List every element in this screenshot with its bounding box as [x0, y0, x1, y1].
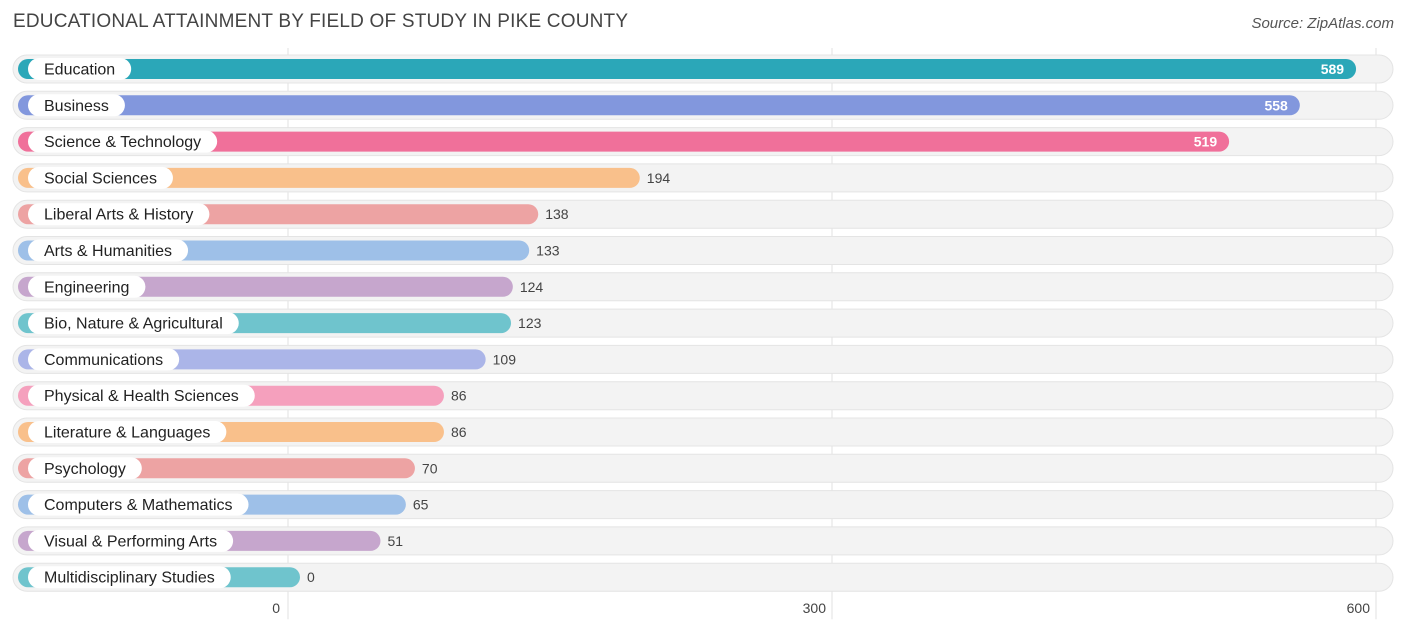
x-tick-label: 300 — [803, 600, 827, 616]
category-label: Social Sciences — [44, 170, 157, 187]
category-label: Multidisciplinary Studies — [44, 570, 215, 587]
bar-row-3: Social Sciences 194 — [12, 163, 1394, 193]
value-label: 558 — [1264, 97, 1288, 113]
bar — [18, 59, 1357, 79]
category-label: Visual & Performing Arts — [44, 533, 217, 550]
category-label: Literature & Languages — [44, 425, 210, 442]
x-tick-label: 0 — [272, 600, 280, 616]
label-pill — [28, 348, 180, 371]
label-pill — [28, 239, 189, 262]
category-label: Business — [44, 98, 109, 115]
bar-track — [12, 562, 1394, 592]
label-pill — [28, 529, 234, 552]
value-label: 124 — [520, 279, 544, 295]
category-label: Psychology — [44, 461, 126, 478]
category-label: Communications — [44, 352, 163, 369]
value-label: 0 — [307, 569, 315, 585]
x-tick-label: 600 — [1347, 600, 1371, 616]
bar-row-4: Liberal Arts & History 138 — [12, 199, 1394, 229]
category-label: Computers & Mathematics — [44, 497, 233, 514]
label-pill — [28, 421, 227, 443]
bar-row-12: Computers & Mathematics 65 — [12, 490, 1394, 520]
label-pill — [28, 566, 231, 589]
value-label: 51 — [387, 533, 403, 549]
label-pill — [28, 94, 125, 117]
label-pill — [28, 384, 255, 407]
label-pill — [28, 493, 249, 516]
bar-row-7: Bio, Nature & Agricultural 123 — [12, 308, 1394, 338]
label-pill — [28, 203, 210, 226]
label-pill — [28, 130, 218, 153]
value-label: 109 — [493, 351, 517, 367]
category-label: Education — [44, 62, 115, 79]
bar-row-1: Business 558 — [12, 90, 1394, 120]
value-label: 194 — [647, 170, 671, 186]
bar — [18, 167, 640, 188]
bar — [18, 95, 1300, 116]
category-label: Liberal Arts & History — [44, 207, 193, 224]
category-label: Physical & Health Sciences — [44, 388, 239, 405]
label-pill — [28, 275, 146, 298]
label-pill — [28, 312, 239, 335]
category-label: Arts & Humanities — [44, 243, 172, 260]
value-label: 133 — [536, 243, 560, 259]
bar-row-6: Engineering 124 — [12, 272, 1394, 302]
bar-row-2: Science & Technology 519 — [12, 127, 1394, 157]
bar — [18, 131, 1230, 152]
bar-row-0: Education 589 — [12, 54, 1394, 84]
label-pill — [28, 166, 173, 189]
value-label: 138 — [545, 206, 569, 222]
label-pill — [28, 58, 132, 80]
bar-row-5: Arts & Humanities 133 — [12, 236, 1394, 265]
bar-row-8: Communications 109 — [12, 344, 1394, 374]
bar-row-11: Psychology 70 — [12, 453, 1394, 483]
value-label: 123 — [518, 315, 542, 331]
value-label: 519 — [1194, 134, 1218, 150]
value-label: 70 — [422, 460, 438, 476]
label-pill — [28, 457, 142, 480]
category-label: Bio, Nature & Agricultural — [44, 316, 223, 333]
category-label: Science & Technology — [44, 134, 201, 151]
value-label: 86 — [451, 424, 467, 440]
value-label: 589 — [1321, 61, 1345, 77]
value-label: 65 — [413, 497, 429, 513]
bar-row-14: Multidisciplinary Studies 0 — [12, 562, 1394, 592]
source-label: Source: ZipAtlas.com — [1251, 15, 1394, 32]
bar-row-10: Literature & Languages 86 — [12, 417, 1394, 447]
bar-row-9: Physical & Health Sciences 86 — [12, 381, 1394, 411]
category-label: Engineering — [44, 279, 129, 296]
chart-title: EDUCATIONAL ATTAINMENT BY FIELD OF STUDY… — [13, 11, 629, 32]
value-label: 86 — [451, 388, 467, 404]
bar-row-13: Visual & Performing Arts 51 — [12, 526, 1394, 556]
